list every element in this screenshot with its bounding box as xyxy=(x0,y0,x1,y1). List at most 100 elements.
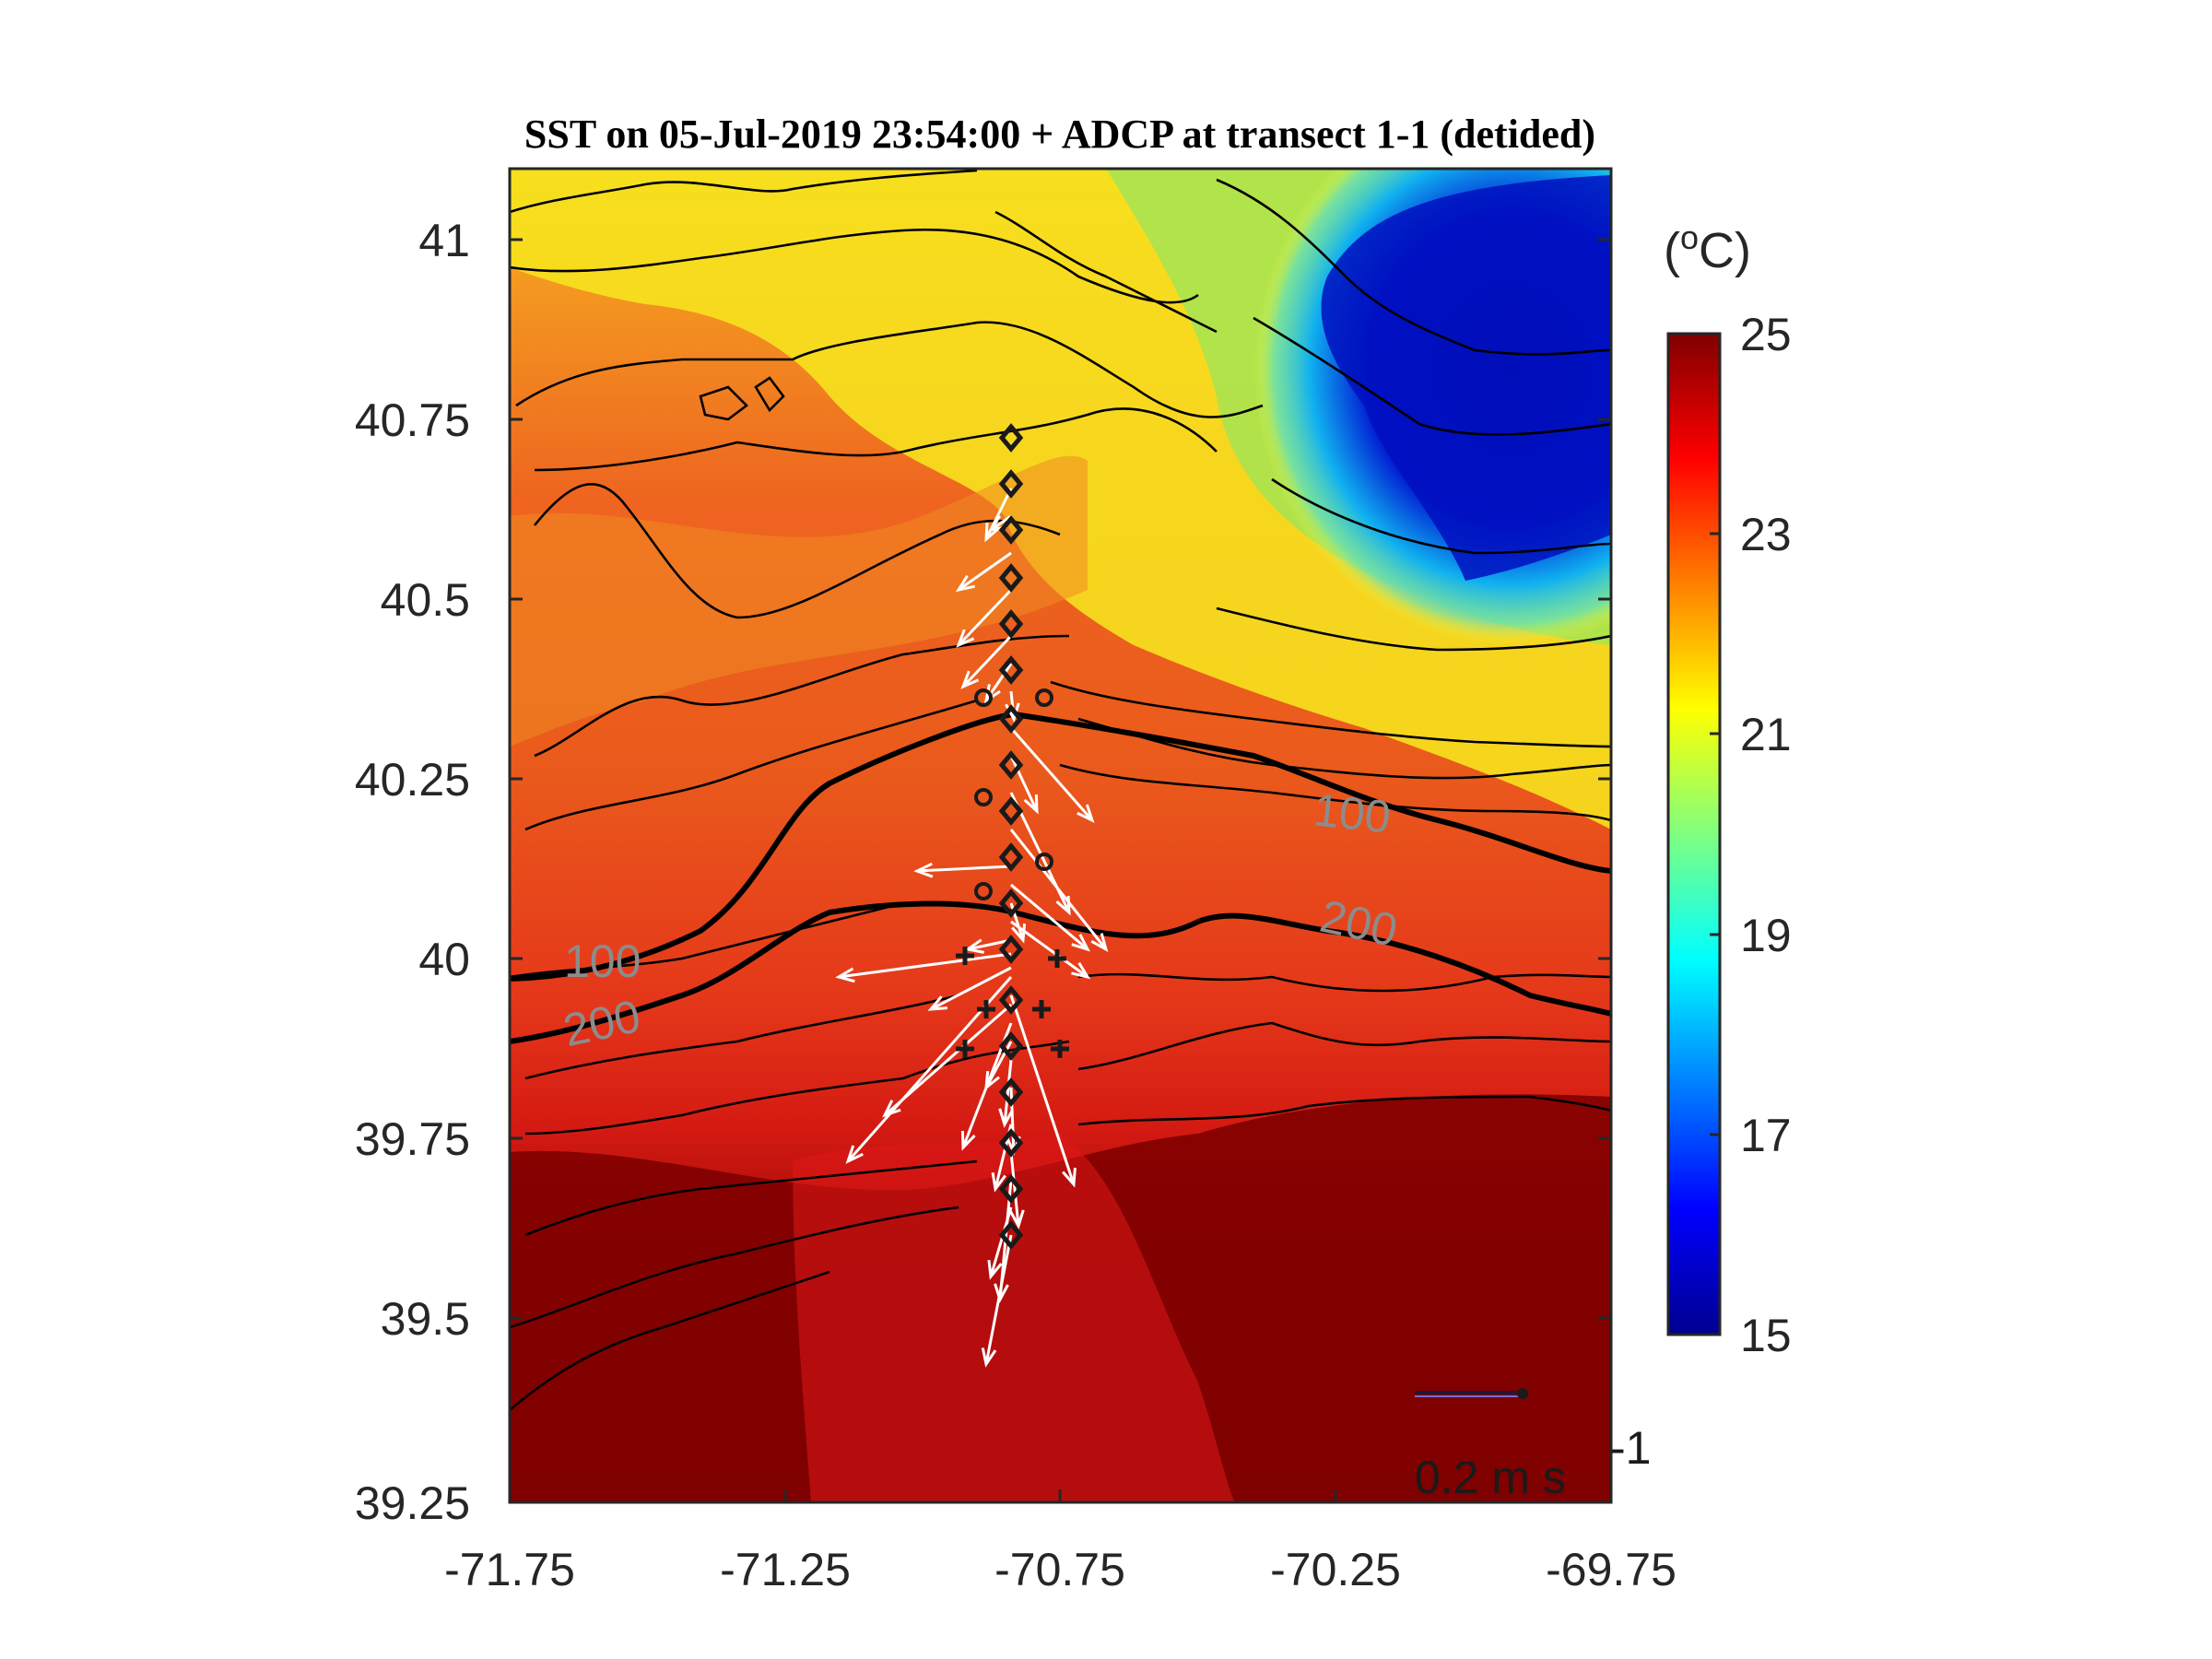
isobath-label-100-east: 100 xyxy=(1312,783,1394,842)
y-axis xyxy=(510,238,1611,1320)
scale-label: 0.2 m s xyxy=(1415,1452,1566,1503)
y-tick-label: 40.75 xyxy=(355,394,470,446)
contour-line xyxy=(510,1206,959,1329)
current-vector xyxy=(1009,727,1095,823)
adcp-station-marker xyxy=(998,1031,1024,1061)
current-vector xyxy=(913,862,1012,878)
colorbar-ticks xyxy=(1710,332,1720,1336)
current-vector xyxy=(1009,994,1077,1188)
adcp-star-marker xyxy=(1035,853,1053,871)
adcp-plus-marker xyxy=(1048,949,1066,968)
y-tick-label: 40 xyxy=(418,934,470,985)
current-vector xyxy=(960,634,1013,689)
adcp-plus-marker xyxy=(1032,1000,1051,1018)
colorbar-tick-label: 19 xyxy=(1740,910,1792,961)
contour-line xyxy=(534,407,1218,472)
sst-map: 100 200 100 200 xyxy=(510,169,1611,1502)
adcp-star-marker xyxy=(974,788,993,806)
current-vector xyxy=(927,966,1012,1011)
adcp-plus-marker xyxy=(956,947,974,965)
contour-line xyxy=(754,376,785,413)
contour-line xyxy=(510,169,978,214)
x-tick-label: -69.75 xyxy=(1546,1544,1677,1595)
x-tick-label: -70.75 xyxy=(994,1544,1125,1595)
y-tick-labels: 41 40.75 40.5 40.25 40 39.75 39.5 39.25 xyxy=(355,215,470,1529)
contour-line xyxy=(524,1040,1070,1135)
contour-line xyxy=(1077,1095,1611,1126)
adcp-station-marker xyxy=(998,985,1024,1015)
contour-line xyxy=(510,901,904,979)
colorbar-gradient xyxy=(1666,332,1722,1336)
colorbar-tick-label: 25 xyxy=(1740,309,1792,360)
contour-line xyxy=(1216,606,1611,652)
contour-line xyxy=(533,483,1061,619)
current-vector xyxy=(1010,920,1091,980)
colorbar-tick-label: 23 xyxy=(1740,509,1792,560)
y-tick-label: 39.5 xyxy=(381,1293,470,1345)
x-tick-labels: -71.75 -71.25 -70.75 -70.25 -69.75 xyxy=(444,1544,1677,1595)
x-tick-label: -70.25 xyxy=(1270,1544,1401,1595)
colorbar-tick-label: 15 xyxy=(1740,1310,1792,1361)
current-vector xyxy=(1010,883,1090,952)
adcp-station-marker xyxy=(998,796,1024,826)
current-vector xyxy=(835,952,1012,983)
scale-label-text: 0.2 m s xyxy=(1415,1452,1566,1503)
isobath-200 xyxy=(510,900,1611,1044)
isobath-label-100-west: 100 xyxy=(564,935,641,987)
adcp-station-marker xyxy=(998,655,1024,685)
y-tick-label: 39.25 xyxy=(355,1477,470,1529)
adcp-station-marker xyxy=(998,609,1024,639)
y-tick-label: 41 xyxy=(418,215,470,266)
contour-line xyxy=(1059,763,1611,822)
contour-line xyxy=(1253,316,1611,436)
adcp-star-marker xyxy=(974,688,993,707)
adcp-markers xyxy=(956,423,1069,1250)
current-vector xyxy=(882,1003,1012,1118)
x-tick-label: -71.25 xyxy=(720,1544,851,1595)
contour-line xyxy=(1077,1021,1611,1071)
contour-line xyxy=(1050,680,1611,748)
adcp-station-marker xyxy=(998,935,1024,964)
x-tick-label: -71.75 xyxy=(444,1544,575,1595)
contour-line xyxy=(1077,717,1611,780)
contour-line xyxy=(510,1270,830,1411)
contour-line xyxy=(524,1159,978,1237)
contour-line xyxy=(1077,972,1611,993)
adcp-station-marker xyxy=(998,750,1024,780)
contour-line xyxy=(1271,477,1611,555)
current-vector xyxy=(1009,829,1109,953)
contour-line xyxy=(515,321,1264,418)
current-vector xyxy=(1009,1151,1025,1230)
colorbar-tick-label: 21 xyxy=(1740,709,1792,760)
x-axis xyxy=(508,1489,1613,1502)
adcp-plus-marker xyxy=(977,1000,995,1018)
adcp-station-marker xyxy=(998,888,1024,918)
scale-label-exponent: -1 xyxy=(1610,1422,1651,1474)
colorbar-unit-label: (oC) xyxy=(1664,218,1751,278)
current-vector xyxy=(1009,755,1039,815)
colorbar-tick-label: 17 xyxy=(1740,1110,1792,1161)
adcp-station-marker xyxy=(998,515,1024,545)
y-tick-label: 39.75 xyxy=(355,1113,470,1165)
y-tick-label: 40.25 xyxy=(355,754,470,806)
adcp-station-marker xyxy=(998,842,1024,872)
y-tick-label: 40.5 xyxy=(381,574,470,626)
colorbar: (oC) 25 23 21 19 17 15 xyxy=(1664,218,1792,1361)
red-gulf-stream-edge xyxy=(793,1134,1235,1502)
adcp-star-marker xyxy=(974,882,993,900)
contour-line xyxy=(524,699,978,831)
adcp-station-marker xyxy=(998,1220,1024,1250)
current-vector xyxy=(987,1206,1013,1280)
contour-line xyxy=(524,994,959,1080)
adcp-station-marker xyxy=(998,704,1024,734)
adcp-station-marker xyxy=(998,469,1024,499)
adcp-station-marker xyxy=(998,423,1024,453)
adcp-plus-marker xyxy=(956,1040,974,1058)
contour-line xyxy=(1216,178,1611,356)
adcp-station-marker xyxy=(998,1174,1024,1204)
figure-title: SST on 05-Jul-2019 23:54:00 + ADCP at tr… xyxy=(524,112,1595,157)
adcp-station-marker xyxy=(998,1077,1024,1107)
current-vector xyxy=(964,938,1012,954)
contour-line xyxy=(534,634,1070,758)
contour-line xyxy=(699,385,748,421)
